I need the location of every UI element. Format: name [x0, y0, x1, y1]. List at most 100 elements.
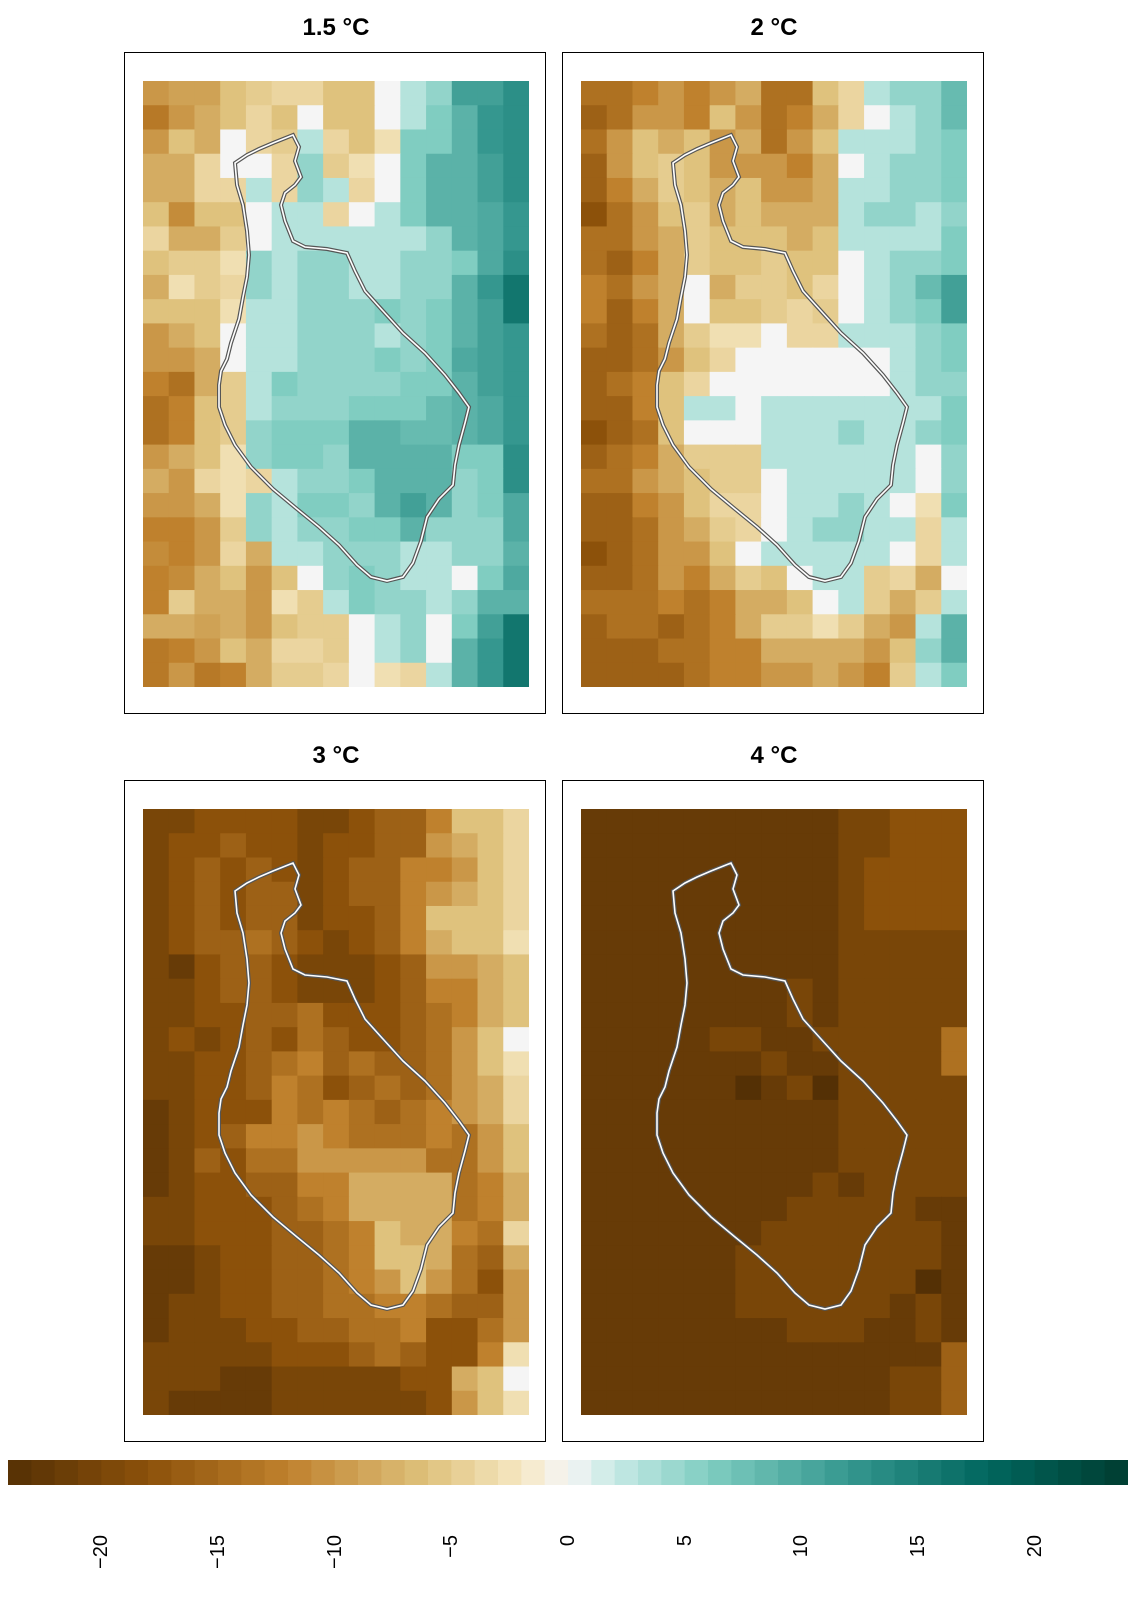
grid-cell — [658, 250, 685, 276]
grid-cell — [658, 833, 685, 859]
grid-cell — [812, 250, 839, 276]
grid-cell — [889, 954, 917, 980]
grid-cell — [581, 153, 608, 179]
grid-cell — [374, 978, 401, 1004]
grid-cell — [271, 1293, 298, 1319]
grid-cell — [941, 493, 967, 518]
grid-cell — [606, 274, 634, 300]
grid-cell — [245, 833, 273, 859]
grid-cell — [374, 1318, 401, 1343]
grid-cell — [735, 444, 762, 470]
grid-cell — [864, 153, 891, 179]
grid-cell — [786, 1318, 814, 1343]
grid-cell — [143, 1293, 170, 1319]
grid-cell — [683, 105, 711, 131]
grid-cell — [632, 396, 659, 421]
grid-cell — [348, 153, 376, 179]
grid-cell — [941, 1293, 967, 1319]
grid-cell — [374, 129, 401, 155]
grid-cell — [683, 1245, 711, 1271]
grid-cell — [374, 1342, 401, 1368]
grid-cell — [143, 468, 170, 494]
grid-cell — [426, 444, 453, 470]
grid-cell — [297, 614, 324, 640]
grid-cell — [941, 274, 967, 300]
colorbar-segment — [544, 1460, 569, 1485]
grid-cell — [889, 809, 917, 834]
grid-cell — [143, 833, 170, 859]
grid-cell — [194, 420, 221, 446]
grid-cell — [864, 905, 891, 931]
grid-cell — [581, 1099, 608, 1125]
grid-cell — [632, 1221, 659, 1246]
colorbar — [8, 1460, 1128, 1485]
grid-cell — [451, 250, 479, 276]
grid-cell — [297, 590, 324, 615]
grid-cell — [812, 396, 839, 421]
grid-cell — [709, 81, 736, 106]
grid-cell — [864, 105, 891, 131]
grid-cell — [889, 1002, 917, 1028]
grid-cell — [709, 517, 736, 543]
grid-map-3c — [143, 809, 529, 1415]
grid-cell — [426, 1318, 453, 1343]
grid-cell — [194, 565, 221, 591]
grid-cell — [374, 1390, 401, 1415]
grid-cell — [426, 274, 453, 300]
grid-cell — [245, 1099, 273, 1125]
grid-cell — [297, 250, 324, 276]
grid-cell — [503, 1172, 529, 1198]
grid-cell — [786, 444, 814, 470]
grid-cell — [503, 1002, 529, 1028]
grid-cell — [323, 444, 350, 470]
grid-cell — [323, 396, 350, 421]
grid-cell — [374, 202, 401, 228]
grid-cell — [915, 1366, 942, 1392]
grid-cell — [941, 833, 967, 859]
grid-cell — [168, 1002, 196, 1028]
grid-cell — [426, 1342, 453, 1368]
grid-cell — [503, 493, 529, 518]
grid-cell — [143, 1027, 170, 1052]
grid-cell — [426, 323, 453, 349]
grid-cell — [374, 1124, 401, 1149]
grid-cell — [761, 1318, 788, 1343]
grid-cell — [220, 857, 247, 883]
grid-cell — [451, 978, 479, 1004]
grid-cell — [632, 274, 659, 300]
grid-cell — [632, 565, 659, 591]
grid-cell — [143, 638, 170, 664]
grid-cell — [632, 1366, 659, 1392]
grid-cell — [323, 81, 350, 106]
grid-cell — [812, 1075, 839, 1101]
grid-cell — [864, 81, 891, 106]
grid-cell — [503, 1148, 529, 1174]
grid-cell — [915, 809, 942, 834]
grid-cell — [915, 1390, 942, 1415]
grid-cell — [451, 493, 479, 518]
grid-cell — [168, 250, 196, 276]
grid-cell — [374, 1245, 401, 1271]
grid-cell — [838, 565, 865, 591]
grid-cell — [143, 347, 170, 373]
grid-cell — [271, 1099, 298, 1125]
grid-cell — [683, 420, 711, 446]
colorbar-segment — [638, 1460, 662, 1485]
grid-cell — [709, 250, 736, 276]
grid-cell — [348, 1390, 376, 1415]
grid-cell — [426, 1366, 453, 1392]
grid-cell — [889, 323, 917, 349]
grid-cell — [374, 809, 401, 834]
grid-cell — [297, 930, 324, 956]
grid-cell — [143, 250, 170, 276]
grid-cell — [889, 638, 917, 664]
grid-cell — [194, 396, 221, 421]
grid-cell — [348, 1318, 376, 1343]
grid-cell — [194, 371, 221, 397]
grid-cell — [735, 371, 762, 397]
grid-cell — [941, 1172, 967, 1198]
colorbar-segment — [381, 1460, 406, 1485]
grid-cell — [786, 420, 814, 446]
grid-cell — [271, 105, 298, 131]
grid-cell — [426, 1027, 453, 1052]
